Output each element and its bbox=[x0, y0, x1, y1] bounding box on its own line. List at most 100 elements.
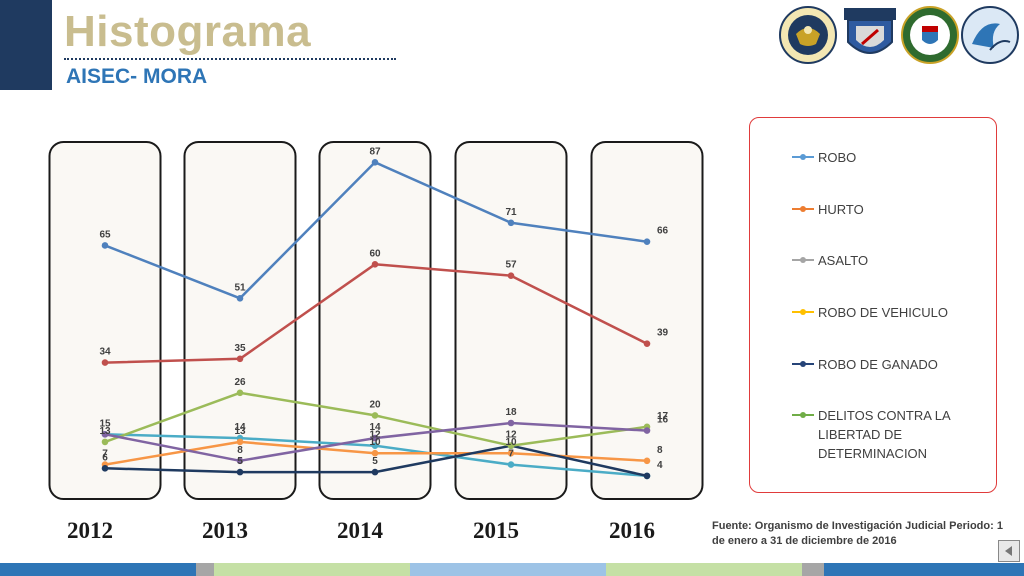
data-point bbox=[371, 434, 379, 442]
legend-swatch bbox=[792, 206, 814, 212]
year-panel bbox=[590, 141, 704, 500]
data-point bbox=[643, 472, 651, 480]
x-tick-label: 2015 bbox=[473, 518, 519, 543]
data-label: 51 bbox=[234, 282, 246, 293]
chart-legend: ROBO HURTO ASALTO ROBO DE VEHICULO ROBO … bbox=[749, 117, 997, 493]
footer-segment bbox=[606, 563, 802, 576]
data-label: 34 bbox=[99, 347, 111, 358]
data-label: 66 bbox=[657, 226, 669, 237]
data-label: 71 bbox=[505, 207, 517, 218]
x-tick-label: 2016 bbox=[609, 518, 655, 543]
data-point bbox=[236, 468, 244, 476]
data-point bbox=[507, 219, 515, 227]
data-label: 60 bbox=[369, 248, 381, 259]
year-panel bbox=[48, 141, 162, 500]
data-label: 5 bbox=[372, 456, 378, 467]
legend-item-hurto: HURTO bbox=[792, 200, 958, 219]
data-point bbox=[507, 442, 515, 449]
data-label: 39 bbox=[657, 328, 669, 339]
legend-label: DELITOS CONTRA LA LIBERTAD DE DETERMINAC… bbox=[818, 408, 950, 461]
aisec-logo-icon bbox=[961, 6, 1019, 64]
footer-segment bbox=[196, 563, 214, 576]
legend-item-asalto: ASALTO bbox=[792, 251, 958, 270]
legend-label: ASALTO bbox=[818, 253, 869, 268]
data-point bbox=[101, 431, 109, 438]
legend-label: ROBO DE GANADO bbox=[818, 357, 938, 372]
footer-segment bbox=[802, 563, 824, 576]
data-label: 15 bbox=[99, 418, 111, 429]
play-back-icon bbox=[1005, 546, 1012, 556]
data-point bbox=[371, 449, 379, 457]
data-point bbox=[236, 438, 244, 446]
data-point bbox=[643, 340, 651, 347]
national-coat-of-arms-icon bbox=[901, 6, 959, 64]
fuerza-publica-shield-icon bbox=[844, 8, 896, 54]
year-panel bbox=[454, 141, 568, 500]
legend-label: HURTO bbox=[818, 202, 864, 217]
legend-item-delitos-contra-la-libertad: DELITOS CONTRA LA LIBERTAD DE DETERMINAC… bbox=[792, 406, 958, 463]
data-label: 18 bbox=[505, 407, 517, 418]
data-label: 5 bbox=[237, 456, 243, 467]
data-label: 8 bbox=[237, 445, 243, 456]
data-label: 20 bbox=[369, 399, 381, 410]
footer-color-bar bbox=[0, 563, 1024, 576]
data-point bbox=[371, 412, 379, 419]
source-note: Fuente: Organismo de Investigación Judic… bbox=[712, 520, 1003, 547]
x-tick-label: 2014 bbox=[337, 518, 384, 543]
data-point bbox=[371, 442, 379, 449]
data-label: 17 bbox=[657, 411, 669, 422]
data-label: 12 bbox=[369, 430, 381, 441]
data-point bbox=[101, 465, 109, 472]
footer-segment bbox=[410, 563, 606, 576]
legend-item-robo-de-ganado: ROBO DE GANADO bbox=[792, 355, 958, 374]
data-label: 35 bbox=[234, 343, 246, 354]
data-point bbox=[507, 461, 515, 468]
data-label: 87 bbox=[369, 146, 381, 157]
data-label: 16 bbox=[657, 415, 669, 426]
data-point bbox=[507, 449, 515, 457]
data-label: 10 bbox=[505, 437, 517, 448]
legend-label: ROBO bbox=[818, 150, 857, 165]
data-label: 8 bbox=[657, 445, 663, 456]
legend-swatch bbox=[792, 361, 814, 367]
data-point bbox=[236, 355, 244, 363]
data-point bbox=[101, 438, 109, 446]
data-point bbox=[371, 159, 379, 166]
data-label: 14 bbox=[369, 422, 381, 433]
footer-segment bbox=[214, 563, 410, 576]
data-label: 6 bbox=[102, 452, 108, 463]
data-point bbox=[101, 359, 109, 366]
logo-strip bbox=[778, 4, 1024, 70]
data-label: 14 bbox=[234, 422, 246, 433]
x-tick-label: 2012 bbox=[67, 518, 113, 543]
data-label: 13 bbox=[99, 426, 111, 437]
x-tick-label: 2013 bbox=[202, 518, 248, 543]
legend-item-robo-de-vehiculo: ROBO DE VEHICULO bbox=[792, 303, 958, 322]
data-label: 12 bbox=[505, 430, 517, 441]
us-embassy-seal-icon bbox=[779, 6, 837, 64]
page-subtitle: AISEC- MORA bbox=[66, 65, 208, 88]
data-point bbox=[643, 427, 651, 434]
data-label: 65 bbox=[99, 229, 111, 240]
data-point bbox=[236, 457, 244, 465]
data-label: 57 bbox=[505, 260, 517, 271]
data-point bbox=[371, 261, 379, 268]
data-label: 7 bbox=[508, 449, 514, 460]
slide-nav-icon[interactable] bbox=[998, 540, 1020, 562]
legend-swatch bbox=[792, 154, 814, 160]
data-label: 26 bbox=[234, 377, 246, 388]
data-point bbox=[101, 242, 109, 249]
footer-segment bbox=[0, 563, 196, 576]
legend-item-robo: ROBO bbox=[792, 148, 958, 167]
legend-swatch bbox=[792, 257, 814, 263]
corner-accent-block bbox=[0, 0, 52, 90]
data-point bbox=[236, 295, 244, 302]
data-point bbox=[643, 238, 651, 245]
footer-segment bbox=[824, 563, 1024, 576]
legend-swatch bbox=[792, 309, 814, 315]
data-label: 10 bbox=[369, 437, 381, 448]
data-point bbox=[236, 389, 244, 397]
legend-label: ROBO DE VEHICULO bbox=[818, 305, 949, 320]
title-underline bbox=[64, 58, 396, 60]
